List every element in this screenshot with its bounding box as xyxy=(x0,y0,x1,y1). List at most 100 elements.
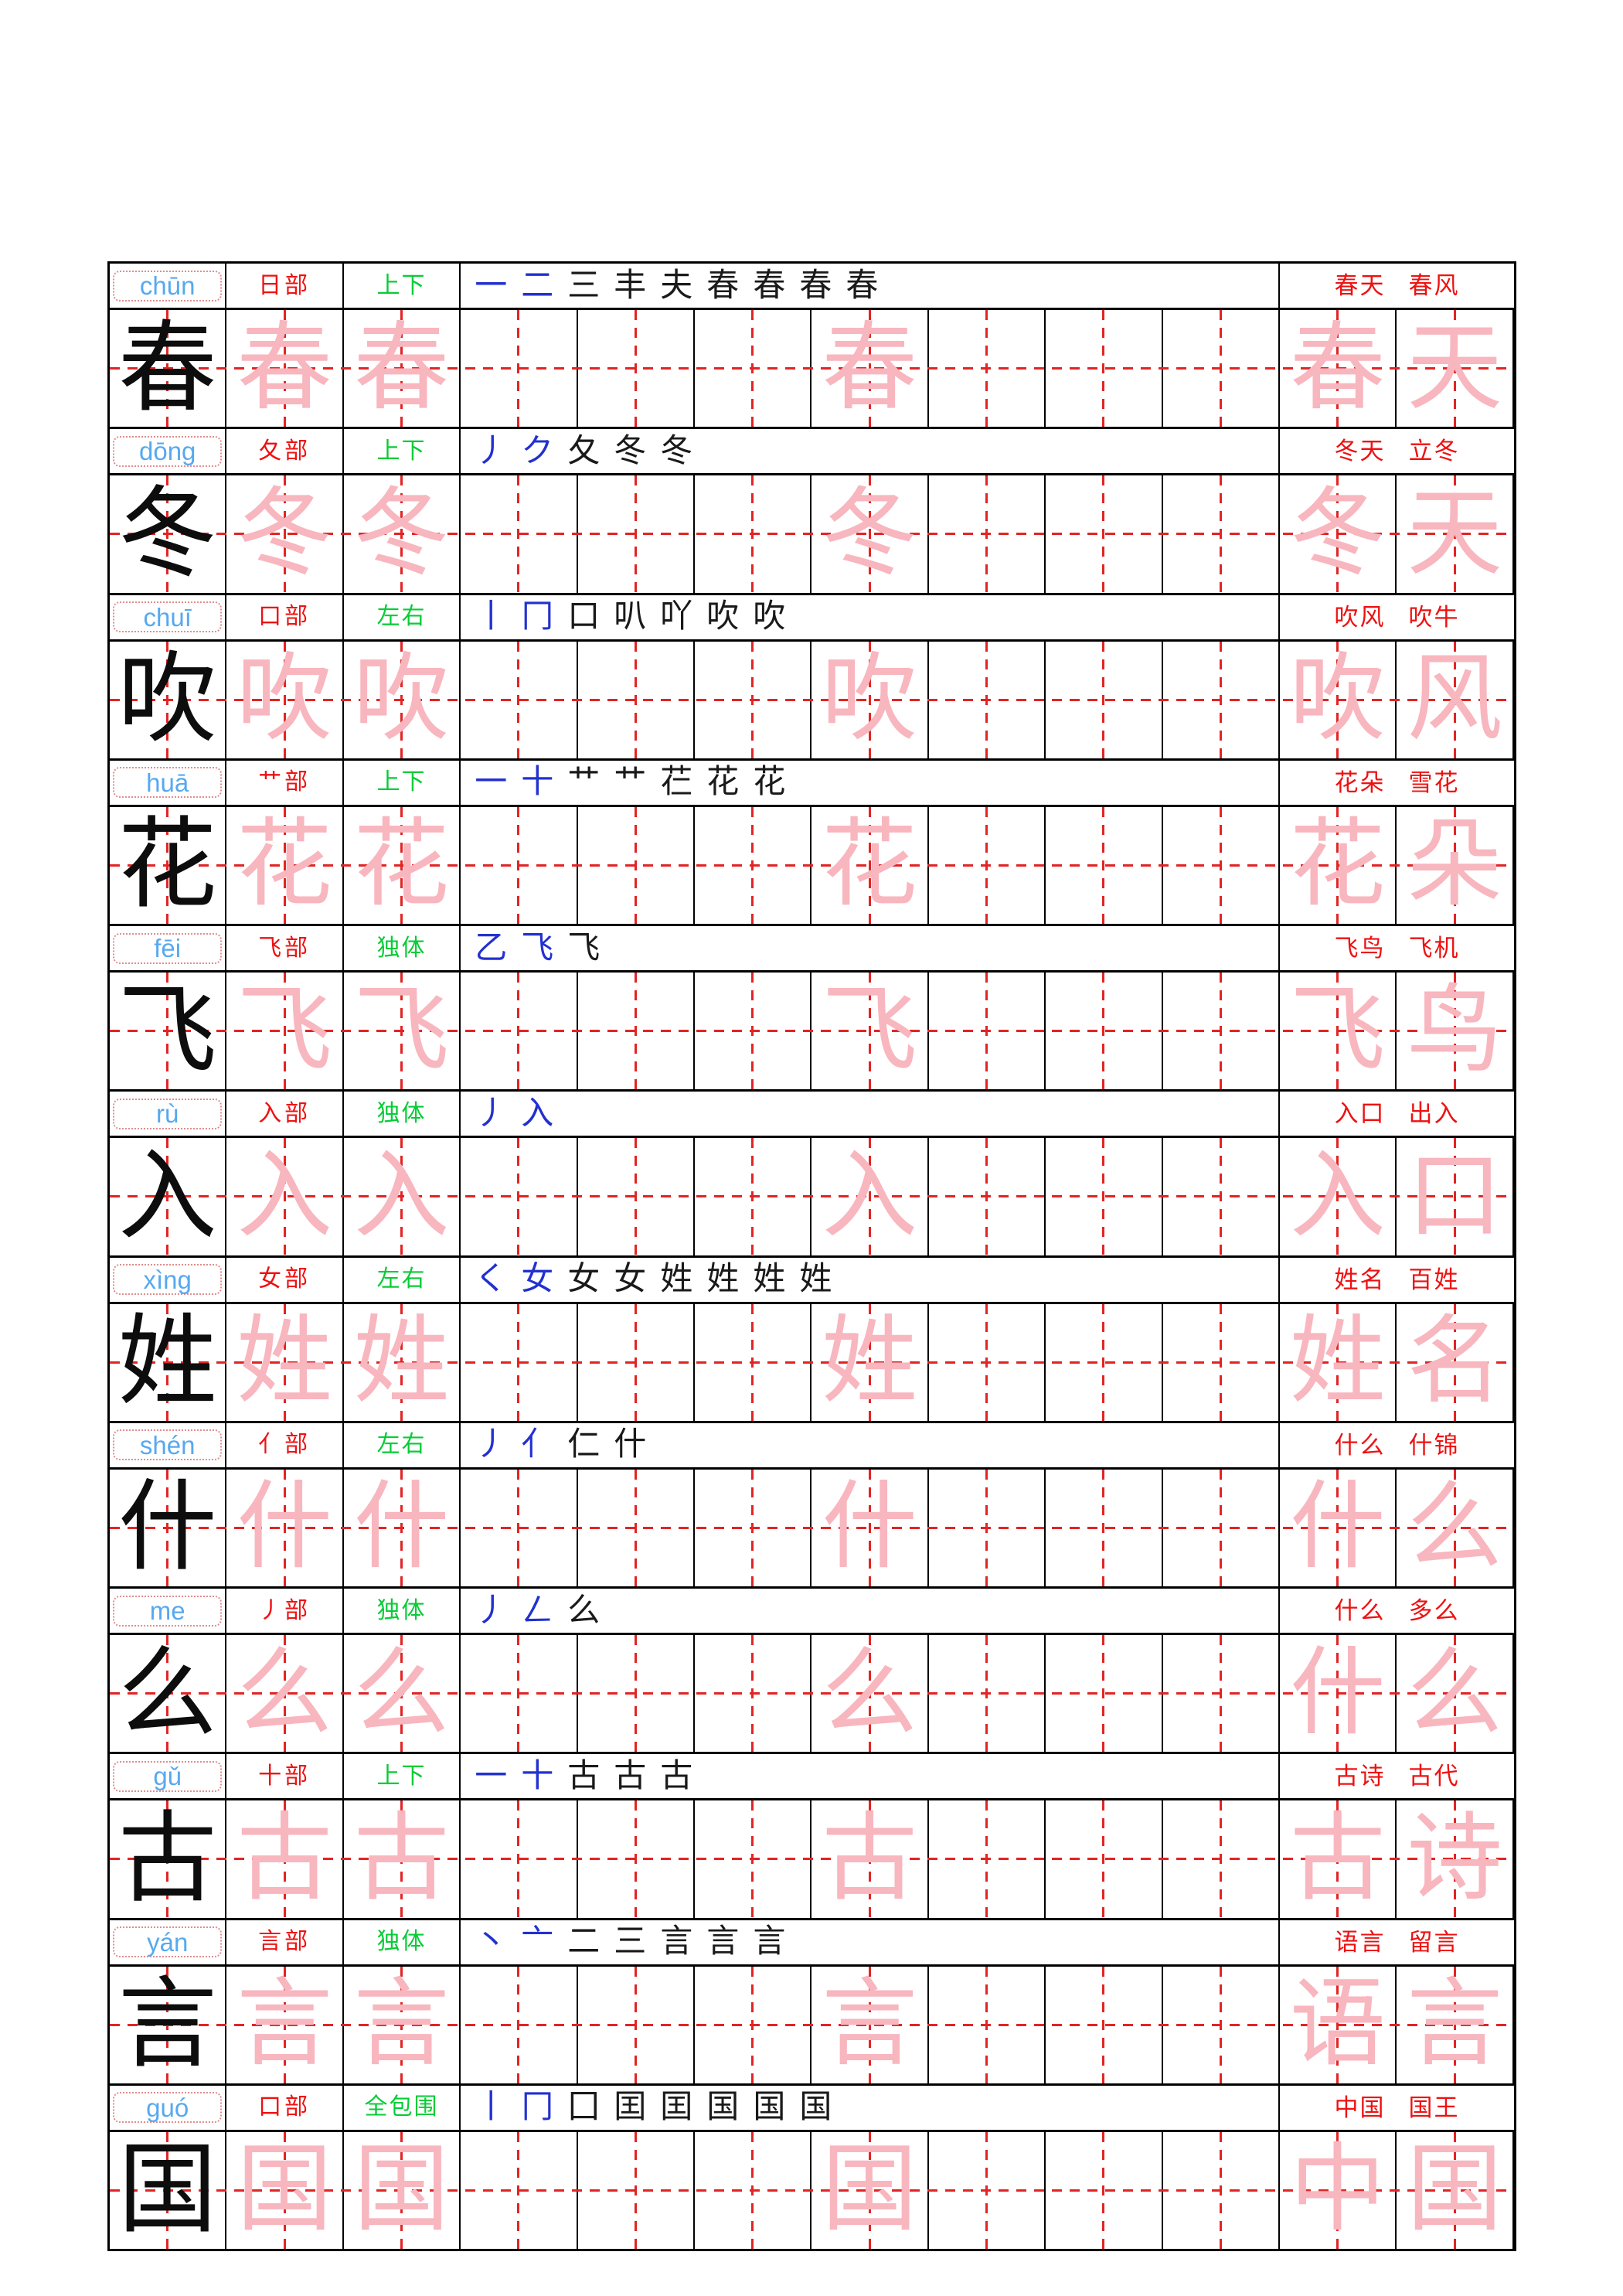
word-trace-cell: 名 xyxy=(1397,1303,1514,1421)
stroke-step: 古 xyxy=(614,1758,647,1794)
radical-label: 丿部 xyxy=(258,1597,311,1623)
stroke-step: 花 xyxy=(706,765,740,801)
example-word: 吹牛 xyxy=(1408,603,1460,631)
pinyin-cell: dōng xyxy=(110,429,227,474)
trace-character-cell: 吹 xyxy=(344,641,461,758)
pinyin-label: chuī xyxy=(143,602,192,632)
character-group: xìng 女部 左右 く女女女姓姓姓姓 姓名 百姓 姓姓姓姓姓名 xyxy=(110,1257,1514,1423)
trace-character-cell: 国 xyxy=(226,2131,344,2249)
stroke-step: 姓 xyxy=(799,1262,832,1297)
trace-character-cell: 么 xyxy=(812,1635,929,1753)
trace-character: 冬 xyxy=(353,480,450,587)
trace-character-cell: 入 xyxy=(344,1138,461,1255)
radical-cell: 飞部 xyxy=(226,926,344,970)
trace-character-cell: 姓 xyxy=(344,1303,461,1421)
structure-cell: 全包围 xyxy=(344,2085,461,2130)
trace-character-cell: 春 xyxy=(812,310,929,428)
word-trace-cell: 冬 xyxy=(1280,475,1397,593)
example-word: 花朵 xyxy=(1334,768,1386,796)
stroke-step: 仁 xyxy=(567,1427,601,1463)
word-trace-cell: 言 xyxy=(1397,1966,1514,2083)
character-group: chūn 日部 上下 一二三丰夫春春春春 春天 春风 春春春春春天 xyxy=(110,264,1514,430)
word-trace-cell: 风 xyxy=(1397,641,1514,758)
pinyin-guide-box: yán xyxy=(113,1926,222,1957)
stroke-step: ク xyxy=(521,433,554,469)
word-pair: 中国 国王 xyxy=(1280,2086,1514,2130)
character-group: me 丿部 独体 丿ㄥ么 什么 多么 么么么么什么 xyxy=(110,1589,1514,1755)
radical-label: 女部 xyxy=(258,1266,311,1292)
pinyin-label: gǔ xyxy=(153,1762,182,1791)
trace-character: 么 xyxy=(822,1640,918,1746)
structure-cell: 上下 xyxy=(344,264,461,308)
main-character: 古 xyxy=(117,1804,217,1914)
pinyin-cell: guó xyxy=(110,2085,227,2130)
pinyin-label: yán xyxy=(147,1927,189,1957)
stroke-step: 女 xyxy=(567,1262,601,1297)
word-trace-cell: 什 xyxy=(1280,1635,1397,1753)
radical-cell: 口部 xyxy=(226,2085,344,2130)
stroke-step: 丰 xyxy=(614,267,647,304)
radical-cell: 入部 xyxy=(226,1092,344,1136)
example-word: 立冬 xyxy=(1408,438,1460,465)
stroke-step: 国 xyxy=(706,2090,740,2126)
structure-cell: 左右 xyxy=(344,594,461,639)
word-trace-cell: 吹 xyxy=(1280,641,1397,758)
trace-character: 入 xyxy=(236,1143,333,1249)
center-dash-horizontal xyxy=(110,698,1514,701)
stroke-order-sequence: 乙飞飞 xyxy=(461,926,1281,970)
character-header-row: guó 口部 全包围 丨冂囗囯囯国国国 中国 国王 xyxy=(110,2085,1514,2132)
word-pair: 春天 春风 xyxy=(1280,264,1514,308)
main-character: 言 xyxy=(117,1970,217,2080)
word-pair: 入口 出入 xyxy=(1280,1092,1514,1136)
trace-character: 口 xyxy=(1407,1143,1503,1249)
main-character-cell: 国 xyxy=(110,2131,227,2249)
example-word: 什锦 xyxy=(1408,1431,1460,1459)
structure-label: 全包围 xyxy=(364,2094,439,2121)
stroke-step: 冂 xyxy=(521,2090,554,2126)
trace-character: 古 xyxy=(822,1805,918,1912)
practice-row: 国国国国中国 xyxy=(110,2131,1514,2249)
trace-character: 古 xyxy=(353,1805,450,1912)
center-dash-horizontal xyxy=(110,864,1514,867)
trace-character-cell: 飞 xyxy=(812,973,929,1090)
example-word: 语言 xyxy=(1334,1928,1386,1956)
center-dash-horizontal xyxy=(110,367,1514,370)
example-word: 多么 xyxy=(1408,1597,1460,1624)
character-group: yán 言部 独体 丶亠二三言言言 语言 留言 言言言言语言 xyxy=(110,1920,1514,2086)
trace-character: 中 xyxy=(1289,2137,1386,2243)
radical-label: 亻部 xyxy=(258,1432,311,1458)
trace-character: 天 xyxy=(1407,480,1503,587)
stroke-order-sequence: 丨冂囗囯囯国国国 xyxy=(461,2085,1281,2130)
trace-character: 春 xyxy=(353,315,450,421)
stroke-step: 么 xyxy=(567,1593,601,1629)
pinyin-guide-box: xìng xyxy=(113,1264,222,1295)
stroke-order-sequence: 丿亻仁什 xyxy=(461,1422,1281,1467)
trace-character: 言 xyxy=(1407,1971,1503,2078)
radical-label: 十部 xyxy=(258,1763,311,1789)
stroke-step: 夫 xyxy=(660,267,693,304)
main-character-cell: 入 xyxy=(110,1138,227,1255)
character-group: rù 入部 独体 丿入 入口 出入 入入入入入口 xyxy=(110,1092,1514,1258)
practice-row: 古古古古古诗 xyxy=(110,1800,1514,1918)
trace-character: 国 xyxy=(1407,2137,1503,2243)
trace-character-cell: 入 xyxy=(226,1138,344,1255)
structure-cell: 上下 xyxy=(344,429,461,474)
character-header-row: shén 亻部 左右 丿亻仁什 什么 什锦 xyxy=(110,1422,1514,1470)
character-header-row: fēi 飞部 独体 乙飞飞 飞鸟 飞机 xyxy=(110,926,1514,973)
trace-character-cell: 什 xyxy=(344,1469,461,1586)
trace-character-cell: 花 xyxy=(344,806,461,924)
stroke-step: 吖 xyxy=(660,599,693,635)
structure-label: 左右 xyxy=(376,1266,427,1292)
character-group: gǔ 十部 上下 一十古古古 古诗 古代 古古古古古诗 xyxy=(110,1754,1514,1920)
structure-label: 上下 xyxy=(376,769,427,795)
structure-label: 独体 xyxy=(376,1597,427,1623)
main-character-cell: 冬 xyxy=(110,475,227,593)
pinyin-label: me xyxy=(149,1596,185,1625)
example-word: 什么 xyxy=(1334,1597,1386,1624)
character-table: chūn 日部 上下 一二三丰夫春春春春 春天 春风 春春春春春天 dōng 夂部 xyxy=(107,261,1516,2251)
stroke-step: 一 xyxy=(475,765,508,801)
word-trace-cell: 姓 xyxy=(1280,1303,1397,1421)
trace-character: 什 xyxy=(1289,1474,1386,1581)
stroke-step: 囯 xyxy=(660,2090,693,2126)
